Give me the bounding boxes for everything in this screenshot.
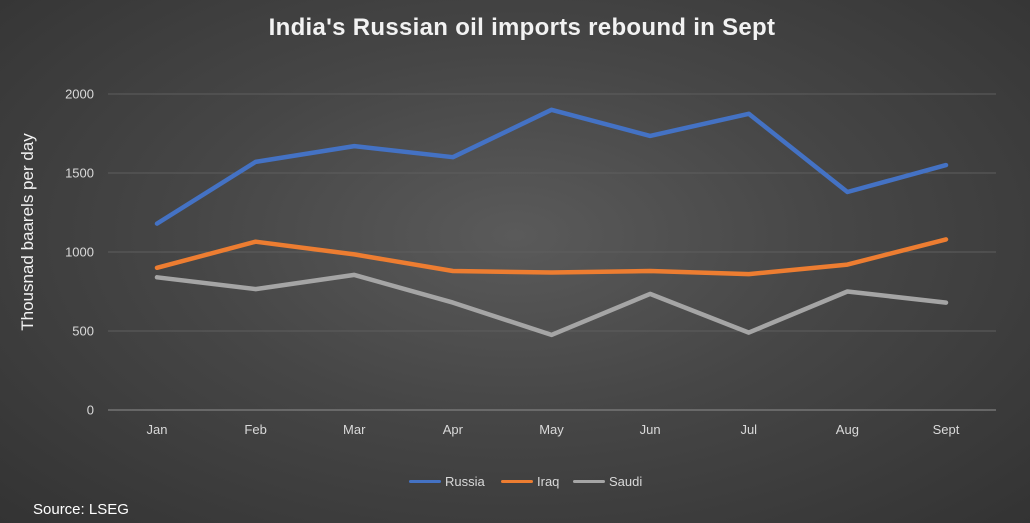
legend-item-russia: Russia	[409, 474, 485, 489]
legend-item-iraq: Iraq	[501, 474, 559, 489]
legend-swatch	[409, 480, 441, 483]
x-tick-label: Jun	[640, 422, 661, 437]
legend-label: Saudi	[609, 474, 643, 489]
series-line-saudi	[154, 272, 949, 338]
chart-legend: Russia Iraq Saudi	[0, 474, 1030, 492]
series-line-iraq	[154, 237, 949, 277]
legend-label: Russia	[445, 474, 485, 489]
x-tick-label: Sept	[933, 422, 960, 437]
y-tick-label: 500	[72, 324, 94, 339]
y-tick-label: 0	[87, 403, 94, 418]
x-tick-label: Jan	[147, 422, 168, 437]
x-tick-label: Aug	[836, 422, 859, 437]
x-tick-label: Jul	[740, 422, 757, 437]
series-line-russia	[154, 107, 949, 226]
y-tick-label: 1500	[65, 166, 94, 181]
x-tick-label: Feb	[244, 422, 266, 437]
legend-swatch	[501, 480, 533, 483]
chart-title: India's Russian oil imports rebound in S…	[268, 14, 776, 41]
x-tick-label: May	[539, 422, 564, 437]
line-chart-plot: 0 500 1000 1500 2000 Jan Feb Mar Apr May Jun Jul Aug…	[65, 87, 996, 437]
legend-item-saudi: Saudi	[573, 474, 642, 489]
x-tick-label: Apr	[443, 422, 464, 437]
x-tick-label: Mar	[343, 422, 366, 437]
source-note: Source: LSEG	[33, 501, 129, 518]
y-tick-label: 1000	[65, 245, 94, 260]
legend-label: Iraq	[537, 474, 560, 489]
y-tick-label: 2000	[65, 87, 94, 102]
legend-swatch	[573, 480, 605, 483]
